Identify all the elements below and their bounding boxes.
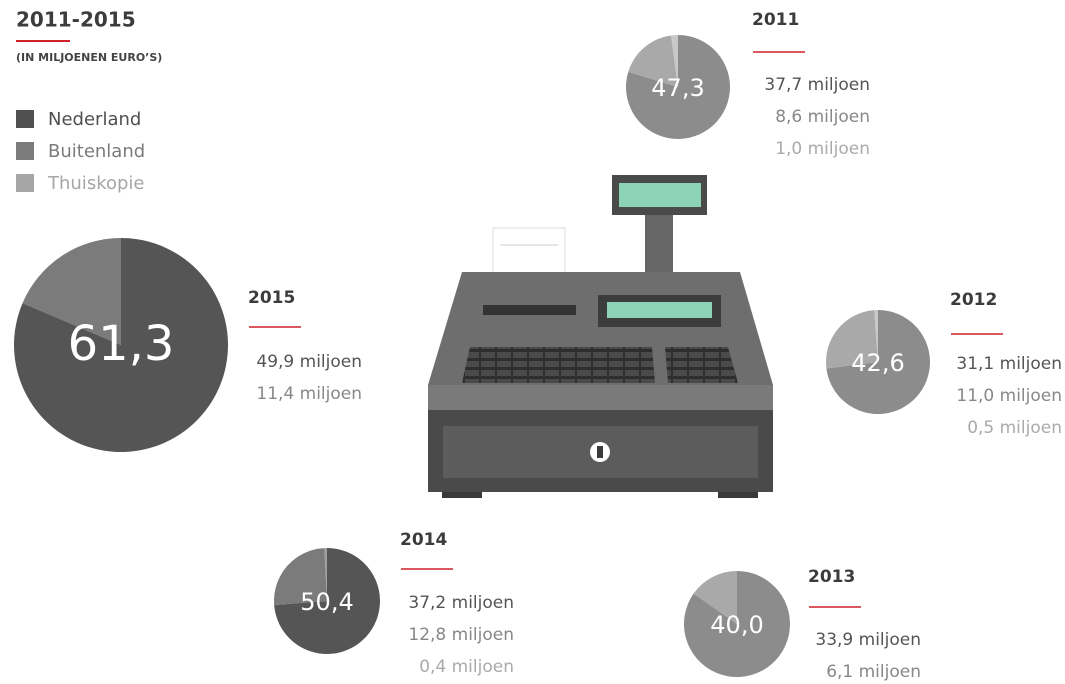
- year-title: 2012: [950, 290, 997, 310]
- pie-total: 61,3: [68, 316, 175, 372]
- value-label: 11,4 miljoen: [256, 384, 362, 404]
- value-label: 11,0 miljoen: [956, 386, 1062, 406]
- value-label: 0,4 miljoen: [419, 657, 514, 677]
- subtitle: (IN MILJOENEN EURO’S): [16, 51, 162, 64]
- title: 2011-2015: [16, 8, 136, 32]
- year-title: 2015: [248, 288, 295, 308]
- value-label: 12,8 miljoen: [408, 625, 514, 645]
- infographic: 2011-2015 (IN MILJOENEN EURO’S) Nederlan…: [0, 0, 1065, 684]
- value-label: 31,1 miljoen: [956, 354, 1062, 374]
- pie-total: 40,0: [710, 611, 763, 639]
- legend-label: Nederland: [48, 109, 141, 130]
- legend-swatch: [16, 110, 34, 128]
- value-label: 49,9 miljoen: [256, 352, 362, 372]
- year-title: 2014: [400, 530, 447, 550]
- year-title: 2013: [808, 567, 855, 587]
- pie-total: 47,3: [651, 74, 704, 102]
- pie-total: 50,4: [300, 588, 353, 616]
- year-title: 2011: [752, 10, 799, 30]
- legend-label: Thuiskopie: [47, 173, 145, 194]
- legend-swatch: [16, 142, 34, 160]
- cash-register: [428, 175, 773, 498]
- value-label: 8,6 miljoen: [775, 107, 870, 127]
- value-label: 37,2 miljoen: [408, 593, 514, 613]
- legend-swatch: [16, 174, 34, 192]
- value-label: 37,7 miljoen: [764, 75, 870, 95]
- value-label: 0,5 miljoen: [967, 418, 1062, 438]
- value-label: 1,0 miljoen: [775, 139, 870, 159]
- legend-label: Buitenland: [48, 141, 145, 162]
- value-label: 6,1 miljoen: [826, 662, 921, 682]
- value-label: 33,9 miljoen: [815, 630, 921, 650]
- pie-total: 42,6: [851, 349, 904, 377]
